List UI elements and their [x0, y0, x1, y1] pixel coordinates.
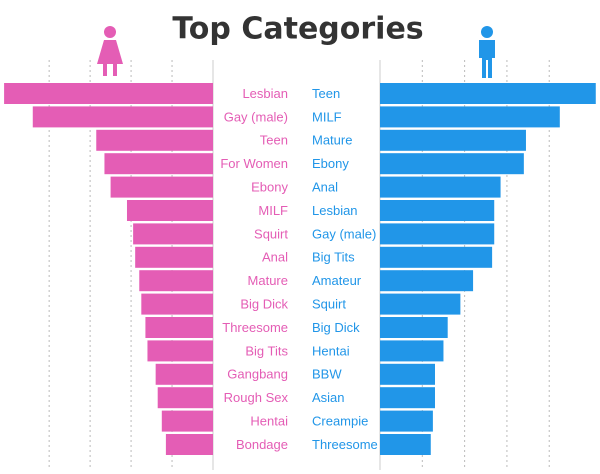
bar: [380, 246, 493, 268]
category-label: Lesbian: [312, 203, 358, 218]
bar: [165, 434, 213, 455]
bar: [380, 317, 448, 338]
category-label: Squirt: [254, 226, 288, 241]
bar: [380, 106, 560, 128]
bar: [126, 200, 213, 221]
category-label: Teen: [312, 86, 340, 101]
category-label: Anal: [262, 250, 288, 265]
bar: [380, 200, 495, 221]
bar: [133, 223, 213, 245]
bar: [4, 83, 213, 104]
bar: [96, 129, 213, 151]
category-label: Big Dick: [312, 320, 360, 335]
male-icon: [479, 26, 495, 78]
category-label: For Women: [220, 156, 288, 171]
category-label: Big Tits: [245, 343, 288, 358]
category-label: Lesbian: [242, 86, 288, 101]
chart-title: Top Categories: [172, 12, 423, 47]
category-label: Mature: [248, 273, 288, 288]
bar: [141, 293, 213, 315]
bar: [147, 340, 213, 362]
category-label: Big Tits: [312, 250, 355, 265]
category-label: Gangbang: [227, 367, 288, 382]
bar: [380, 129, 526, 151]
category-label: MILF: [312, 109, 342, 124]
bar: [380, 434, 431, 455]
bar: [380, 153, 524, 175]
bar: [380, 176, 501, 198]
category-label: Gay (male): [224, 109, 288, 124]
category-label: Creampie: [312, 414, 368, 429]
category-label: Anal: [312, 180, 338, 195]
category-label: Ebony: [251, 180, 288, 195]
bar: [161, 410, 213, 432]
category-label: BBW: [312, 367, 342, 382]
bar: [110, 176, 213, 198]
bar: [380, 270, 474, 292]
category-label: Hentai: [312, 343, 350, 358]
category-label: Ebony: [312, 156, 349, 171]
bar: [32, 106, 214, 128]
category-label: Teen: [260, 133, 288, 148]
category-label: Amateur: [312, 273, 362, 288]
category-label: MILF: [258, 203, 288, 218]
bar: [145, 317, 213, 338]
category-label: Hentai: [250, 414, 288, 429]
bar: [380, 387, 435, 409]
category-label: Mature: [312, 133, 352, 148]
bar: [380, 83, 596, 104]
bar: [157, 387, 213, 409]
bar: [380, 223, 495, 245]
category-label: Bondage: [236, 437, 288, 452]
bar: [380, 293, 461, 315]
bar: [155, 363, 213, 385]
category-label: Rough Sex: [224, 390, 289, 405]
category-label: Gay (male): [312, 226, 376, 241]
bar: [104, 153, 213, 175]
bar: [380, 363, 435, 385]
bar: [380, 410, 433, 432]
female-icon: [97, 26, 123, 76]
bar: [135, 246, 213, 268]
category-label: Squirt: [312, 297, 346, 312]
category-label: Threesome: [312, 437, 378, 452]
category-label: Asian: [312, 390, 345, 405]
bar: [139, 270, 213, 292]
category-label: Threesome: [222, 320, 288, 335]
category-label: Big Dick: [240, 297, 288, 312]
bar: [380, 340, 444, 362]
